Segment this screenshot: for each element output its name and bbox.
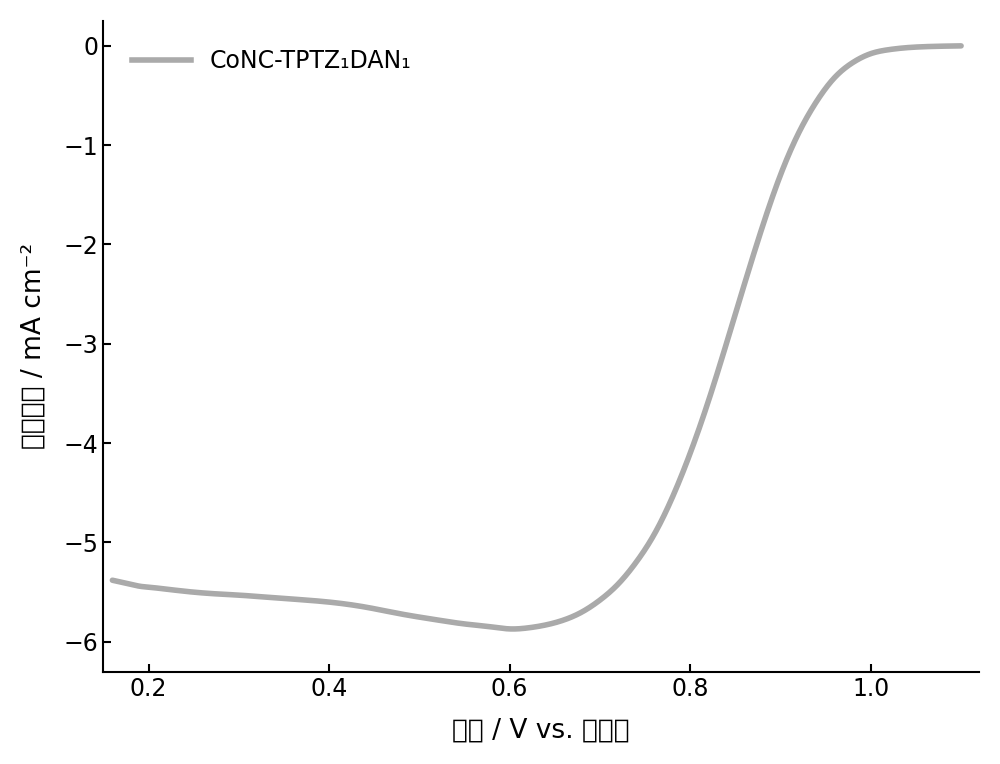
X-axis label: 电势 / V vs. 可逆氢: 电势 / V vs. 可逆氢 [452, 717, 630, 743]
Y-axis label: 电流密度 / mA cm⁻²: 电流密度 / mA cm⁻² [21, 243, 47, 449]
Legend: CoNC-TPTZ₁DAN₁: CoNC-TPTZ₁DAN₁ [122, 40, 421, 83]
